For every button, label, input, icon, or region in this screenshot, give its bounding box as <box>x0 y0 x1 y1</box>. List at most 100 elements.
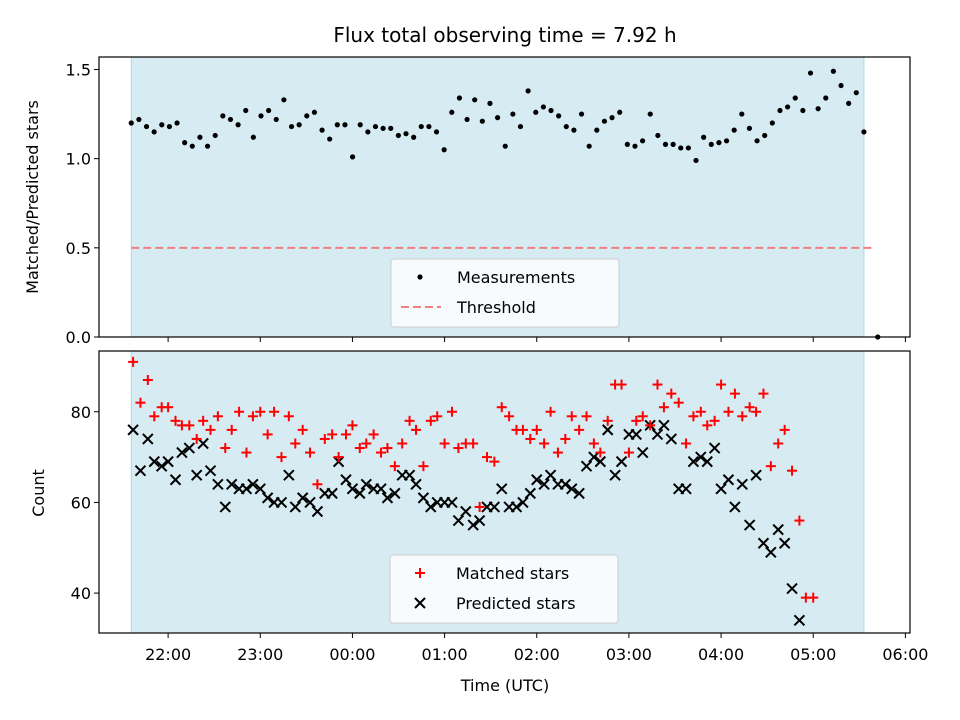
measurement-point <box>411 134 417 140</box>
count-y-axis-label: Count <box>29 469 48 517</box>
measurement-point <box>693 157 699 164</box>
predicted-star-point <box>750 469 762 481</box>
measurement-point <box>151 129 157 135</box>
measurement-point <box>517 123 524 130</box>
measurement-point <box>586 143 592 149</box>
matched-star-point <box>432 411 443 422</box>
predicted-star-point <box>240 483 253 495</box>
x-axis-label: Time (UTC) <box>460 676 549 695</box>
measurement-point <box>785 104 791 110</box>
measurement-point <box>563 123 569 130</box>
matched-star-point <box>319 433 330 444</box>
measurement-point <box>655 132 661 139</box>
matched-star-point <box>184 420 195 431</box>
measurement-point <box>235 122 241 128</box>
measurement-point <box>296 122 302 128</box>
matched-star-point <box>191 433 202 444</box>
measurement-point <box>342 122 348 128</box>
y-tick-label: 1.5 <box>66 60 91 79</box>
legend-threshold-label: Threshold <box>456 298 536 317</box>
matched-star-point <box>382 443 393 454</box>
measurement-point <box>212 132 218 139</box>
predicted-star-point <box>615 455 628 468</box>
matched-star-point <box>744 402 755 413</box>
measurement-point <box>197 134 203 140</box>
matched-star-point <box>723 406 734 417</box>
count-panel: 40 60 80 22:00 23:00 00:00 01:00 02:00 03:00 04:… <box>29 350 928 695</box>
predicted-star-point <box>304 496 316 509</box>
measurement-point <box>372 123 379 130</box>
legend-predicted-glyph <box>414 597 426 609</box>
measurement-point <box>334 122 340 128</box>
predicted-star-point <box>793 614 806 627</box>
predicted-star-point <box>381 492 394 504</box>
matched-star-point <box>566 411 577 422</box>
matched-star-point <box>581 411 592 422</box>
measurement-point <box>403 131 409 137</box>
measurement-point <box>159 122 165 128</box>
matched-star-point <box>453 443 464 454</box>
matched-star-point <box>709 415 720 426</box>
measurement-point <box>426 123 432 130</box>
measurement-point <box>754 138 760 144</box>
measurement-point <box>472 97 478 103</box>
measurement-point <box>510 111 516 117</box>
predicted-star-point <box>212 478 224 490</box>
predicted-star-point <box>460 505 472 518</box>
matched-star-point <box>574 424 585 435</box>
matched-star-point <box>226 424 237 435</box>
predicted-star-point <box>183 442 196 454</box>
matched-star-point <box>446 406 457 417</box>
measurement-point <box>143 123 150 130</box>
matched-star-point <box>290 438 301 449</box>
measurement-point <box>846 100 852 106</box>
measurement-point <box>380 125 386 131</box>
matched-star-point <box>539 438 550 449</box>
predicted-star-point <box>389 487 401 500</box>
matched-star-point <box>623 447 634 458</box>
predicted-star-point <box>354 487 366 500</box>
predicted-star-point <box>446 496 458 509</box>
measurement-point <box>540 104 546 110</box>
measurement-point <box>556 113 562 119</box>
matched-star-point <box>468 438 479 449</box>
x-tick-label: 22:00 <box>145 645 191 664</box>
predicted-star-point <box>155 460 168 472</box>
matched-star-point <box>220 443 231 454</box>
matched-star-point <box>517 424 528 435</box>
matched-star-point <box>474 501 485 512</box>
matched-star-point <box>688 411 699 422</box>
matched-star-point <box>631 415 642 426</box>
matched-star-point <box>361 438 372 449</box>
matched-star-point <box>163 402 174 413</box>
measurement-point <box>304 113 310 119</box>
matched-star-point <box>347 420 358 431</box>
matched-star-point <box>128 356 139 367</box>
predicted-star-point <box>417 492 430 504</box>
measurement-point <box>166 123 173 130</box>
predicted-star-point <box>729 501 741 513</box>
matched-star-point <box>525 433 536 444</box>
measurement-point <box>449 109 455 115</box>
measurement-point <box>327 136 333 142</box>
measurement-point <box>701 134 707 140</box>
measurement-point <box>670 141 676 147</box>
measurement-point <box>220 113 226 119</box>
count-legend-box <box>389 554 619 624</box>
measurement-point <box>319 127 325 133</box>
predicted-star-point <box>289 501 302 513</box>
predicted-star-point <box>630 428 642 441</box>
matched-star-point <box>602 415 613 426</box>
measurement-point <box>723 138 730 144</box>
measurement-point <box>594 127 600 133</box>
measurement-point <box>182 140 188 146</box>
matched-stars-points <box>128 356 819 603</box>
predicted-star-point <box>743 519 756 531</box>
predicted-star-point <box>786 582 798 595</box>
predicted-star-point <box>695 451 707 463</box>
measurement-point <box>716 140 722 146</box>
predicted-star-point <box>254 483 266 495</box>
predicted-star-point <box>169 474 182 486</box>
matched-star-point <box>758 388 769 399</box>
measurement-point <box>464 116 470 123</box>
